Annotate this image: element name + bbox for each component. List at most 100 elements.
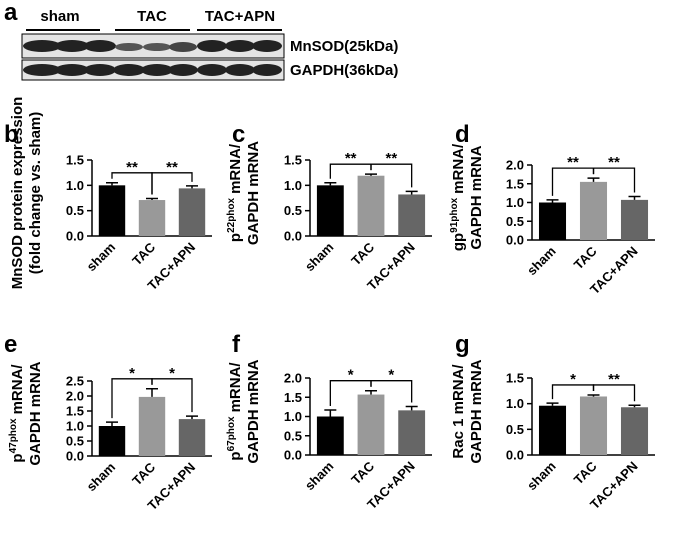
y-axis-label-part: mRNA/ (227, 362, 244, 413)
y-axis-label: GAPDH mRNA (468, 145, 485, 249)
band-label: MnSOD(25kDa) (290, 38, 398, 55)
y-tick-label: 1.5 (506, 371, 524, 386)
group-label: TAC (137, 8, 167, 25)
bar (178, 419, 206, 456)
group-label: sham (40, 8, 79, 25)
x-tick-label: sham (83, 240, 118, 275)
y-tick-label: 1.5 (66, 404, 84, 419)
x-tick-label: sham (302, 240, 337, 275)
y-tick-label: 0.5 (66, 434, 84, 449)
panel-label: g (455, 331, 470, 358)
error-bar (324, 182, 337, 186)
significance-label: * (570, 371, 576, 388)
significance-bracket (370, 163, 413, 188)
y-axis-label: p67phox mRNA/ (226, 362, 244, 461)
error-bar (106, 421, 118, 426)
significance-label: * (388, 367, 394, 384)
y-tick-label: 2.5 (66, 374, 84, 389)
y-tick-label: 0.0 (284, 448, 302, 463)
y-axis-label-part: mRNA/ (450, 143, 467, 194)
bar (138, 396, 166, 456)
error-bar (146, 388, 158, 397)
significance-bracket (151, 378, 193, 413)
y-tick-label: 0.5 (66, 203, 84, 218)
y-axis-label: (fold change vs. sham) (27, 112, 44, 275)
panel-label: f (232, 331, 241, 358)
significance-label: ** (567, 154, 579, 171)
y-axis-label-part: GAPDH mRNA (245, 141, 262, 245)
error-bar (587, 394, 600, 397)
band-label: GAPDH(36kDa) (290, 62, 398, 79)
error-bar (628, 195, 641, 200)
y-axis-label-part: GAPDH mRNA (468, 359, 485, 463)
y-axis-label-part: mRNA/ (9, 364, 26, 415)
error-bar (546, 199, 559, 203)
significance-bracket (151, 172, 193, 195)
y-tick-label: 2.0 (66, 389, 84, 404)
y-axis-label-part: 67phox (226, 416, 237, 451)
y-axis-label-part: mRNA/ (227, 143, 244, 194)
significance-label: ** (126, 159, 138, 176)
significance-bracket (592, 384, 636, 402)
bar (357, 394, 385, 455)
y-tick-label: 1.5 (284, 153, 302, 168)
bar (620, 199, 649, 240)
y-tick-label: 1.5 (284, 390, 302, 405)
chart-panel: e p47phox mRNA/GAPDH mRNA 0.00.51.01.52.02.… (4, 331, 212, 513)
y-axis-label: gp91phox mRNA/ (449, 143, 467, 251)
y-axis-label-part: gp (450, 233, 467, 251)
x-tick-label: TAC (348, 458, 377, 487)
significance-bracket (370, 380, 413, 403)
bar (316, 185, 344, 236)
significance-label: ** (166, 159, 178, 176)
bar (178, 188, 206, 236)
y-tick-label: 1.0 (284, 178, 302, 193)
error-bar (405, 405, 418, 411)
x-tick-label: TAC (348, 239, 377, 268)
error-bar (405, 190, 418, 195)
y-tick-label: 0.5 (284, 203, 302, 218)
x-tick-label: TAC (571, 243, 600, 272)
bar (398, 194, 426, 236)
y-axis-label: Rac 1 mRNA/ (450, 364, 467, 459)
panel-label: e (4, 331, 17, 358)
group-label: TAC+APN (205, 8, 275, 25)
bar (316, 416, 344, 455)
y-axis-label: GAPDH mRNA (468, 359, 485, 463)
bar (357, 175, 385, 236)
y-axis-label: p22phox mRNA/ (226, 143, 244, 242)
y-tick-label: 1.0 (506, 195, 524, 210)
panel-label: a (4, 0, 18, 26)
y-axis-label: p47phox mRNA/ (8, 364, 26, 463)
chart-panel: c p22phox mRNA/GAPDH mRNA 0.0 0.5 1.0 1.5 sham T… (226, 121, 432, 293)
x-tick-label: TAC (129, 459, 158, 488)
bar (538, 202, 567, 240)
bar (98, 426, 126, 456)
bar (98, 185, 126, 236)
y-tick-label: 0.0 (506, 233, 524, 248)
y-tick-label: 0.0 (284, 229, 302, 244)
panel-label: d (455, 121, 470, 148)
x-tick-label: sham (524, 459, 559, 494)
y-tick-label: 0.5 (284, 428, 302, 443)
y-tick-label: 0.0 (506, 448, 524, 463)
bar (620, 407, 649, 455)
significance-label: ** (608, 371, 620, 388)
y-axis-label-part: 22phox (226, 197, 237, 232)
chart-panel: f p67phox mRNA/GAPDH mRNA 0.0 0.5 1.0 1.5 2.0 sh… (226, 331, 432, 512)
bar (579, 181, 608, 240)
y-axis-label-part: Rac 1 mRNA/ (450, 364, 467, 459)
x-tick-label: sham (83, 460, 118, 495)
error-bar (186, 415, 198, 420)
y-axis-label: GAPDH mRNA (245, 141, 262, 245)
x-tick-label: sham (302, 459, 337, 494)
y-axis-label-part: p (227, 233, 244, 242)
y-axis-label: MnSOD protein expression (9, 97, 26, 290)
error-bar (365, 389, 377, 395)
error-bar (186, 185, 198, 189)
chart-panel: d gp91phox mRNA/GAPDH mRNA 0.0 0.5 1.0 1.5 2.0 s… (449, 121, 655, 297)
bar (398, 410, 426, 455)
y-axis-label: GAPDH mRNA (245, 359, 262, 463)
error-bar (628, 404, 641, 408)
